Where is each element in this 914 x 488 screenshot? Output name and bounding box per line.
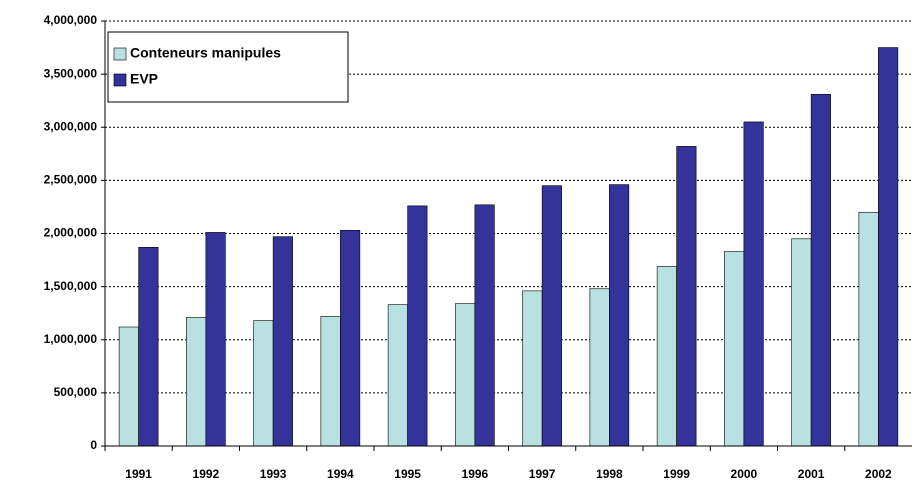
- x-tick-label: 1996: [462, 467, 489, 481]
- bar: [138, 247, 159, 447]
- bar: [878, 47, 899, 447]
- bar: [589, 288, 610, 447]
- y-tick-label: 3,500,000: [44, 66, 98, 80]
- bar: [253, 320, 274, 447]
- x-tick-label: 2001: [798, 467, 825, 481]
- bar: [522, 290, 543, 447]
- bar: [320, 316, 341, 447]
- y-tick-label: 1,000,000: [44, 332, 98, 346]
- legend-swatch: [113, 47, 127, 61]
- bar: [791, 238, 812, 447]
- legend-swatch: [113, 73, 127, 87]
- bar: [541, 185, 562, 447]
- bar: [609, 184, 630, 447]
- x-tick-label: 1992: [193, 467, 220, 481]
- bar: [656, 266, 677, 447]
- bar: [474, 204, 495, 447]
- x-tick-label: 1997: [529, 467, 556, 481]
- x-tick-label: 1993: [260, 467, 287, 481]
- y-tick-label: 2,000,000: [44, 226, 98, 240]
- x-tick-label: 2002: [865, 467, 892, 481]
- bar: [205, 232, 226, 447]
- bar: [858, 211, 879, 447]
- y-tick-label: 2,500,000: [44, 173, 98, 187]
- y-tick-label: 3,000,000: [44, 119, 98, 133]
- bar: [118, 326, 139, 447]
- bar: [387, 304, 408, 447]
- y-tick-label: 1,500,000: [44, 279, 98, 293]
- bar: [272, 236, 293, 447]
- legend-label: Conteneurs manipules: [130, 45, 281, 61]
- bar: [743, 121, 764, 447]
- legend-label: EVP: [130, 71, 158, 87]
- bar: [407, 205, 428, 447]
- x-tick-label: 1995: [394, 467, 421, 481]
- y-tick-label: 0: [90, 438, 97, 452]
- x-tick-label: 1991: [125, 467, 152, 481]
- bar: [340, 230, 361, 447]
- x-tick-label: 2000: [731, 467, 758, 481]
- x-tick-label: 1994: [327, 467, 354, 481]
- bar: [186, 317, 207, 447]
- y-tick-label: 4,000,000: [44, 13, 98, 27]
- legend-box: [107, 31, 349, 103]
- y-tick-label: 500,000: [54, 385, 98, 399]
- bar: [810, 94, 831, 447]
- x-tick-label: 1999: [663, 467, 690, 481]
- bar: [455, 303, 476, 447]
- bar: [676, 146, 697, 447]
- x-tick-label: 1998: [596, 467, 623, 481]
- bar: [724, 251, 745, 447]
